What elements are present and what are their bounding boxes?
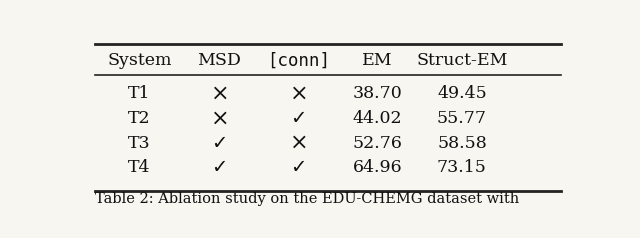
Text: $\times$: $\times$ bbox=[289, 84, 307, 104]
Text: 58.58: 58.58 bbox=[437, 135, 487, 152]
Text: 55.77: 55.77 bbox=[437, 110, 487, 127]
Text: $\times$: $\times$ bbox=[289, 133, 307, 153]
Text: 44.02: 44.02 bbox=[353, 110, 403, 127]
Text: 38.70: 38.70 bbox=[353, 85, 403, 102]
Text: MSD: MSD bbox=[197, 52, 241, 69]
Text: ✓: ✓ bbox=[290, 158, 307, 177]
Text: [conn]: [conn] bbox=[267, 52, 330, 70]
Text: T3: T3 bbox=[128, 135, 151, 152]
Text: ✓: ✓ bbox=[290, 109, 307, 128]
Text: ✓: ✓ bbox=[211, 158, 227, 177]
Text: 73.15: 73.15 bbox=[437, 159, 487, 176]
Text: $\times$: $\times$ bbox=[210, 108, 228, 128]
Text: EM: EM bbox=[362, 52, 393, 69]
Text: 52.76: 52.76 bbox=[353, 135, 403, 152]
Text: $\times$: $\times$ bbox=[210, 84, 228, 104]
Text: 64.96: 64.96 bbox=[353, 159, 403, 176]
Text: Struct-EM: Struct-EM bbox=[416, 52, 508, 69]
Text: ✓: ✓ bbox=[211, 134, 227, 153]
Text: 49.45: 49.45 bbox=[437, 85, 487, 102]
Text: T1: T1 bbox=[128, 85, 151, 102]
Text: T2: T2 bbox=[128, 110, 151, 127]
Text: Table 2: Ablation study on the EDU-CHEMG dataset with: Table 2: Ablation study on the EDU-CHEMG… bbox=[95, 192, 519, 206]
Text: T4: T4 bbox=[128, 159, 151, 176]
Text: System: System bbox=[108, 52, 172, 69]
